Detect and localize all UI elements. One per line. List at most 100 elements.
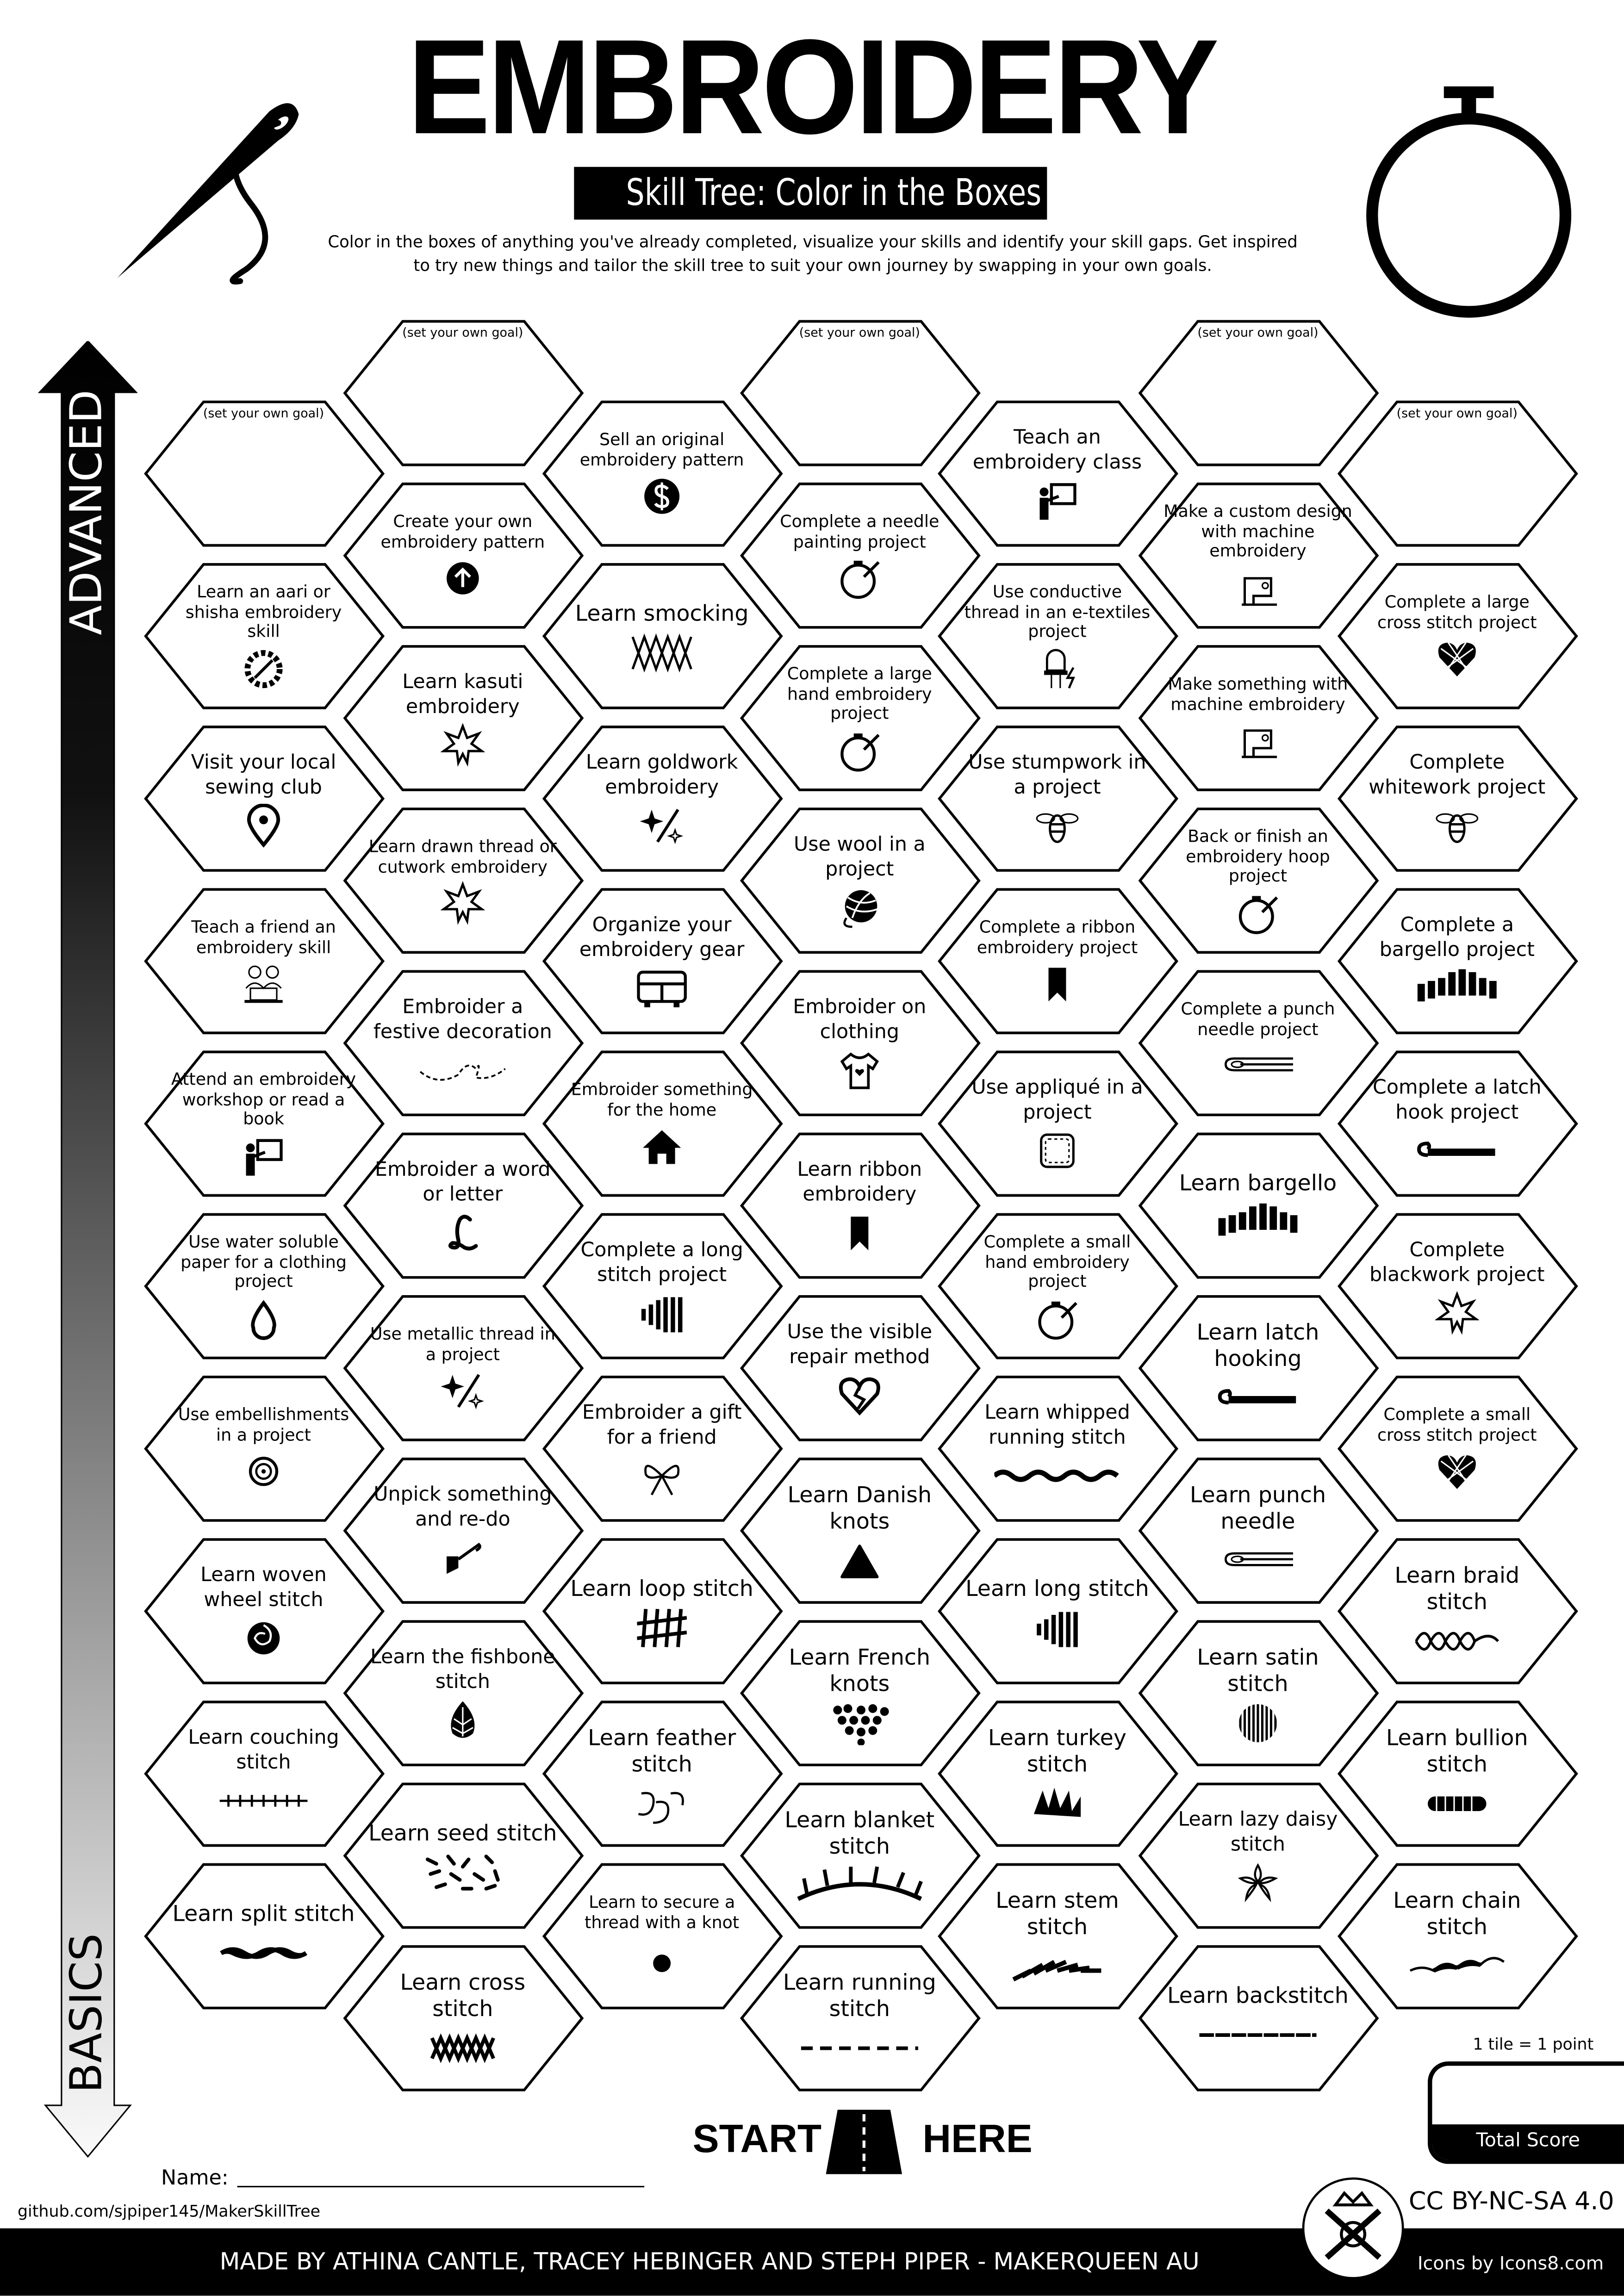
skill-tile[interactable]: Learn cross stitch [342,1943,584,2091]
icons-credit: Icons by Icons8.com [1417,2252,1604,2274]
skill-tile[interactable]: Learn an aari or shisha embroidery skill [143,561,384,709]
skill-tile[interactable]: Sell an original embroidery pattern [541,399,783,547]
skill-tile[interactable]: Complete a large cross stitch project [1336,561,1578,709]
skill-tile[interactable]: Learn satin stitch [1137,1619,1379,1767]
name-field[interactable] [237,2186,645,2188]
custom-goal-tile[interactable]: (set your own goal) [739,318,980,466]
total-score-box[interactable]: Total Score [1427,2061,1624,2164]
skill-tile[interactable]: Embroider a gift for a friend [541,1374,783,1522]
skill-tile[interactable]: Complete a punch needle project [1137,968,1379,1117]
skill-label: Learn to secure a thread with a knot [585,1891,740,1932]
skill-tile[interactable]: Learn braid stitch [1336,1537,1578,1685]
skill-tile[interactable]: Use wool in a project [739,806,980,954]
skill-label: Embroider on clothing [793,996,927,1043]
skill-tile[interactable]: Teach an embroidery class [936,399,1178,547]
skill-tile[interactable]: Complete a bargello project [1336,887,1578,1035]
skill-tile[interactable]: Learn French knots [739,1619,980,1767]
skill-tile[interactable]: Learn bargello [1137,1131,1379,1279]
skill-tile[interactable]: Organize your embroidery gear [541,887,783,1035]
skill-tile[interactable]: Make something with machine embroidery [1137,644,1379,792]
skill-tile[interactable]: Learn stem stitch [936,1862,1178,2010]
skill-tile[interactable]: Learn punch needle [1137,1456,1379,1604]
skill-tile[interactable]: Learn loop stitch [541,1537,783,1685]
skill-tile[interactable]: Learn long stitch [936,1537,1178,1685]
skill-tile[interactable]: Make a custom design with machine embroi… [1137,481,1379,629]
skill-tile[interactable]: Complete a ribbon embroidery project [936,887,1178,1035]
skill-tile[interactable]: Learn the fishbone stitch [342,1619,584,1767]
skill-label: Learn Danish knots [787,1481,932,1534]
skill-tile[interactable]: Learn backstitch [1137,1943,1379,2091]
skill-tile[interactable]: Learn drawn thread or cutwork embroidery [342,806,584,954]
skill-tile[interactable]: Complete a small cross stitch project [1336,1374,1578,1522]
skill-tile[interactable]: Learn woven wheel stitch [143,1537,384,1685]
skill-tile[interactable]: Learn running stitch [739,1943,980,2091]
tile-content: Learn Danish knots [765,1465,954,1598]
skill-tile[interactable]: Learn to secure a thread with a knot [541,1862,783,2010]
hexagon-outline [541,1862,783,2009]
tile-content: Complete a small hand embroidery project [963,1220,1151,1353]
tile-content: Learn woven wheel stitch [169,1545,358,1679]
hexagon-outline [1337,725,1578,871]
skill-tile[interactable]: Learn lazy daisy stitch [1137,1781,1379,1929]
skill-tile[interactable]: Complete whitework project [1336,724,1578,872]
custom-goal-tile[interactable]: (set your own goal) [143,399,384,547]
punch-needle-icon [1220,1044,1296,1088]
skill-tile[interactable]: Use appliqué in a project [936,1049,1178,1197]
skill-tile[interactable]: Learn Danish knots [739,1456,980,1604]
skill-tile[interactable]: Unpick something and re-do [342,1456,584,1604]
skill-tile[interactable]: Attend an embroidery workshop or read a … [143,1049,384,1197]
skill-tile[interactable]: Complete a latch hook project [1336,1049,1578,1197]
skill-tile[interactable]: Learn chain stitch [1336,1862,1578,2010]
skill-tile[interactable]: Learn smocking [541,561,783,709]
hexagon-outline [342,319,583,465]
hexagon-outline [143,1049,384,1196]
skill-tile[interactable]: Learn couching stitch [143,1699,384,1847]
hexagon-outline [143,1700,384,1846]
basics-label: BASICS [61,1933,113,2093]
skill-tile[interactable]: Embroider a word or letter [342,1131,584,1279]
skill-tile[interactable]: Learn latch hooking [1137,1293,1379,1441]
skill-tile[interactable]: Back or finish an embroidery hoop projec… [1137,806,1379,954]
skill-tile[interactable]: Create your own embroidery pattern [342,481,584,629]
skill-tile[interactable]: Complete a large hand embroidery project [739,644,980,792]
github-link[interactable]: github.com/sjpiper145/MakerSkillTree [17,2202,321,2221]
skill-tile[interactable]: Learn split stitch [143,1862,384,2010]
skill-tile[interactable]: Learn feather stitch [541,1699,783,1847]
long-stitch-icon [639,1291,685,1335]
skill-tile[interactable]: Complete a needle painting project [739,481,980,629]
skill-tile[interactable]: Learn whipped running stitch [936,1374,1178,1522]
skill-tile[interactable]: Use water soluble paper for a clothing p… [143,1211,384,1359]
feather-stitch-icon [635,1781,688,1825]
custom-goal-tile[interactable]: (set your own goal) [342,318,584,466]
skill-tile[interactable]: Complete blackwork project [1336,1211,1578,1359]
skill-tile[interactable]: Use stumpwork in a project [936,724,1178,872]
skill-tile[interactable]: Use embellishments in a project [143,1374,384,1522]
hexagon-outline [739,1132,980,1278]
custom-goal-tile[interactable]: (set your own goal) [1336,399,1578,547]
skill-tile[interactable]: Learn ribbon embroidery [739,1131,980,1279]
skill-tile[interactable]: Embroider something for the home [541,1049,783,1197]
skill-tile[interactable]: Learn turkey stitch [936,1699,1178,1847]
skill-tile[interactable]: Learn goldwork embroidery [541,724,783,872]
skill-tile[interactable]: Learn seed stitch [342,1781,584,1929]
tile-content: Learn the fishbone stitch [368,1627,557,1761]
custom-goal-tile[interactable]: (set your own goal) [1137,318,1379,466]
skill-label: Learn French knots [789,1643,931,1696]
skill-tile[interactable]: Use conductive thread in an e-textiles p… [936,561,1178,709]
skill-label: Learn lazy daisy stitch [1178,1808,1338,1856]
skill-label: Learn stem stitch [996,1886,1119,1939]
hexagon-outline [1138,1294,1378,1441]
skill-tile[interactable]: Learn kasuti embroidery [342,644,584,792]
progression-arrow [37,341,138,2158]
skill-tile[interactable]: Learn blanket stitch [739,1781,980,1929]
skill-tile[interactable]: Visit your local sewing club [143,724,384,872]
skill-label: Learn whipped running stitch [984,1402,1130,1449]
skill-tile[interactable]: Use metallic thread in a project [342,1293,584,1441]
skill-tile[interactable]: Use the visible repair method [739,1293,980,1441]
skill-tile[interactable]: Embroider on clothing [739,968,980,1117]
skill-tile[interactable]: Learn bullion stitch [1336,1699,1578,1847]
skill-tile[interactable]: Complete a small hand embroidery project [936,1211,1178,1359]
skill-tile[interactable]: Embroider a festive decoration [342,968,584,1117]
skill-tile[interactable]: Teach a friend an embroidery skill [143,887,384,1035]
skill-tile[interactable]: Complete a long stitch project [541,1211,783,1359]
